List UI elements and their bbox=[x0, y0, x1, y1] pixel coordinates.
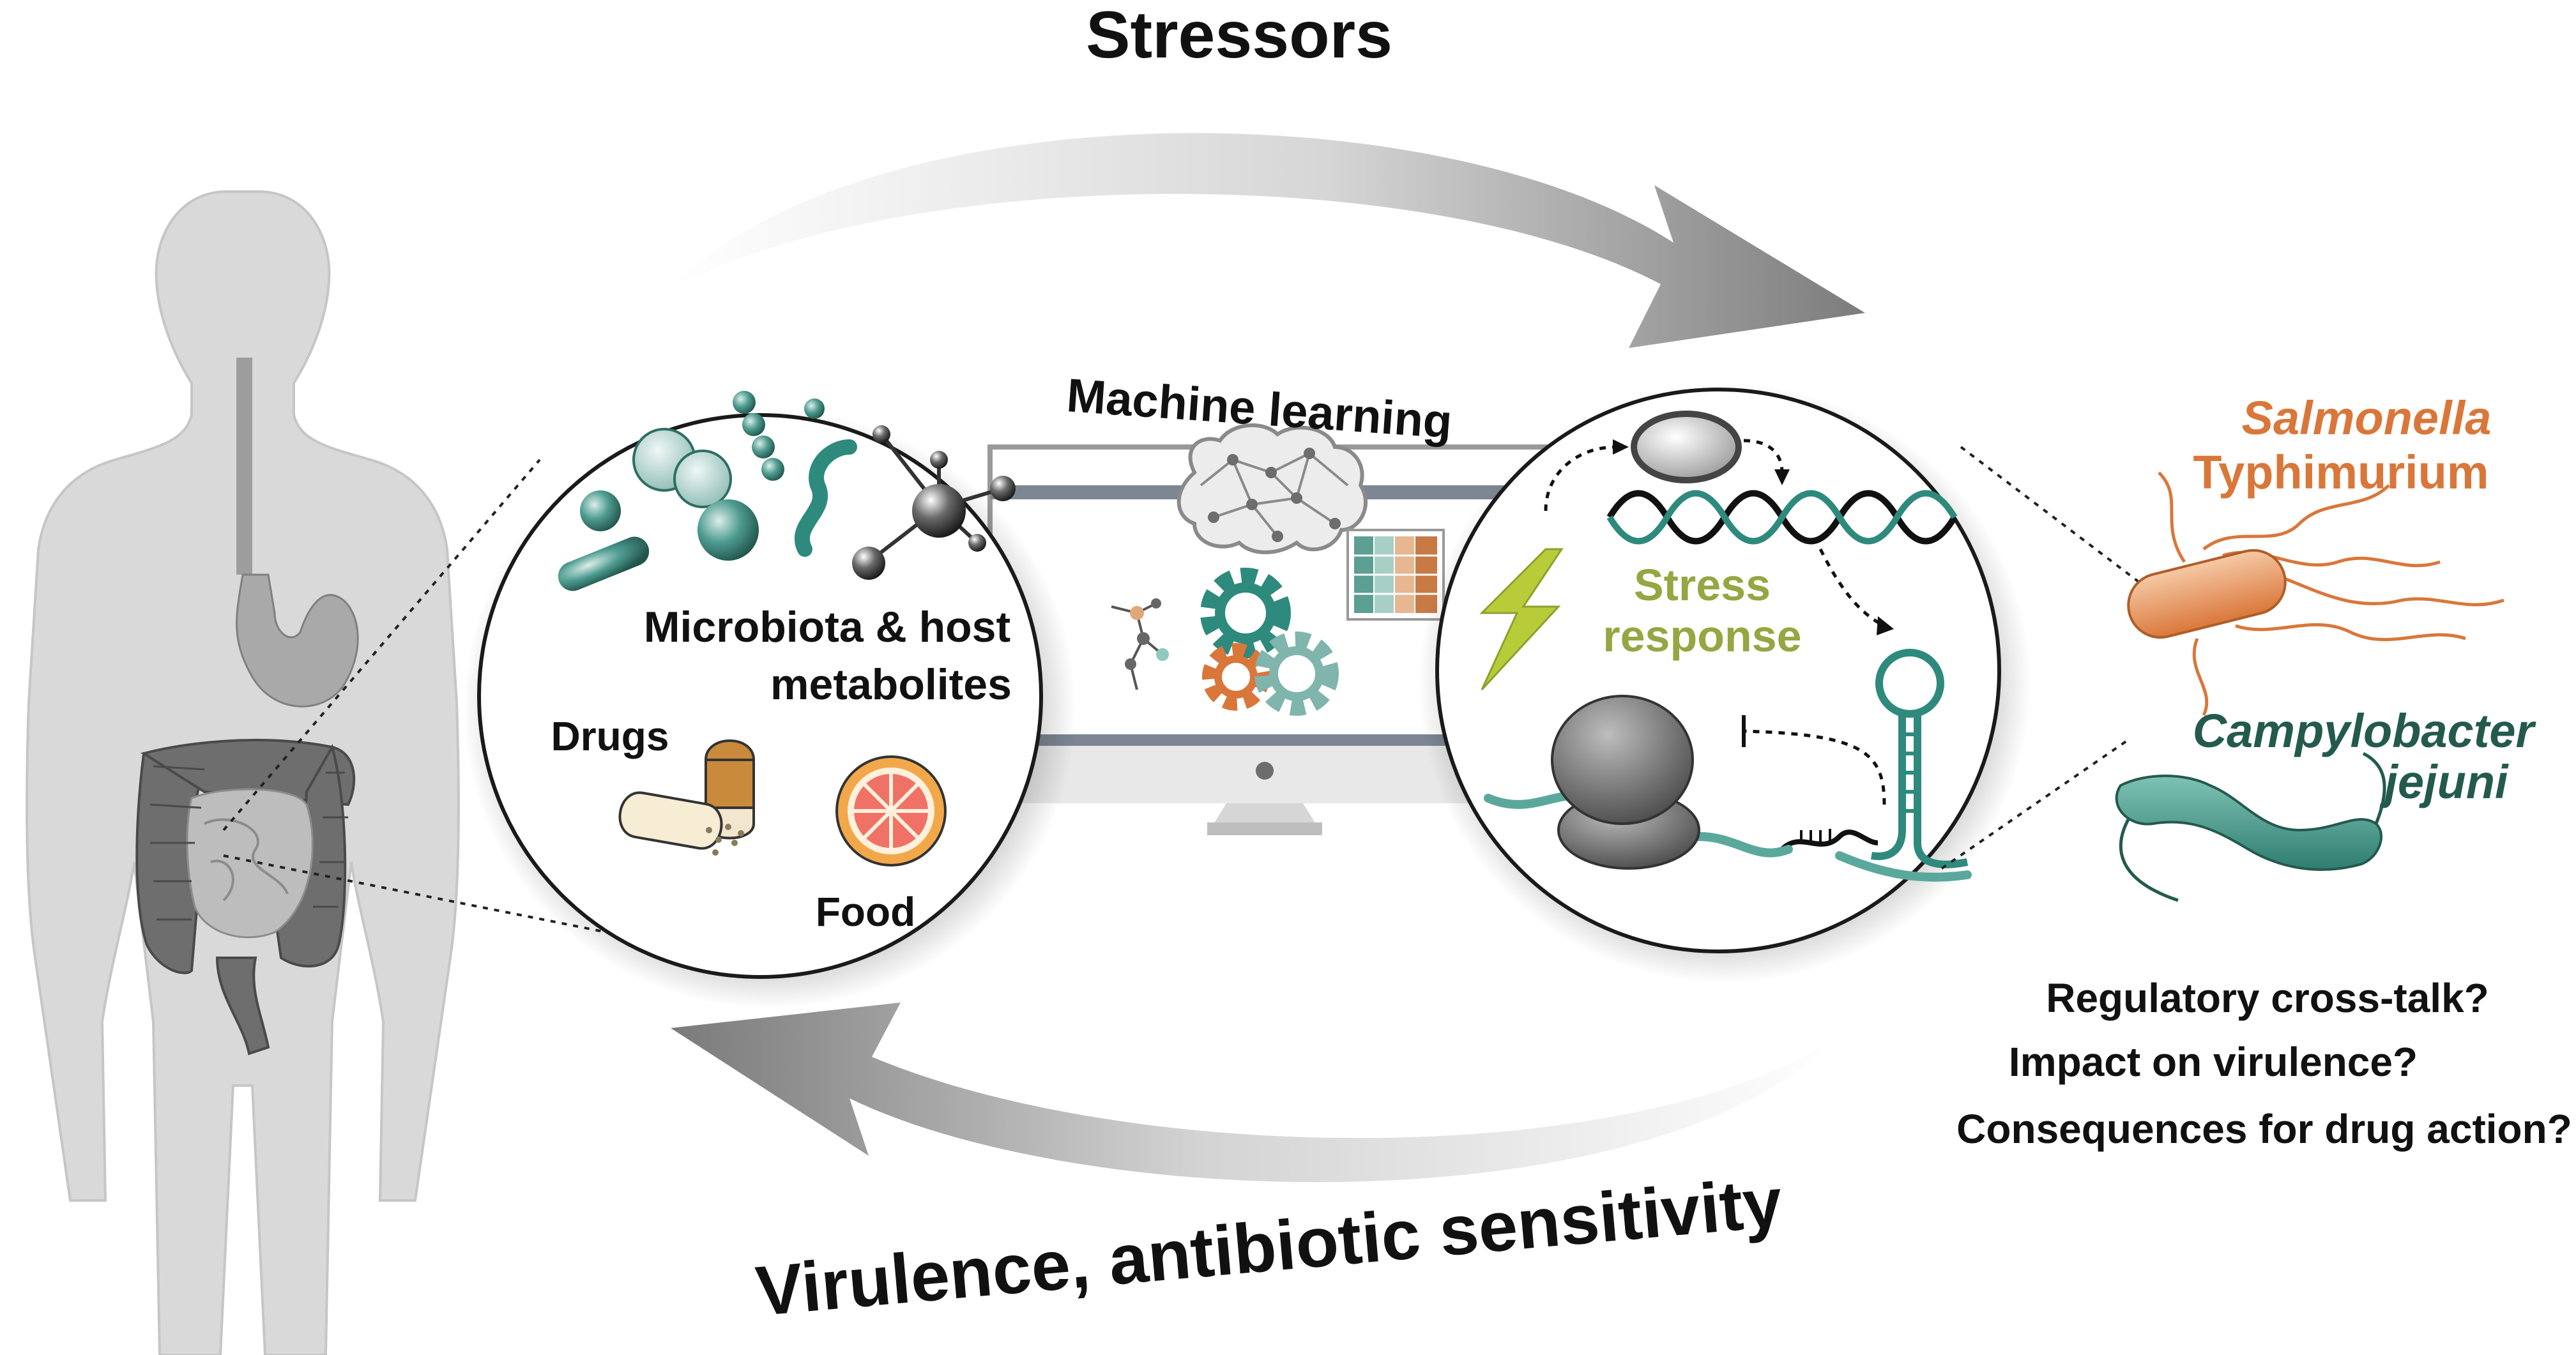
stomach-icon bbox=[236, 573, 359, 708]
stressors-arrow bbox=[667, 133, 1865, 348]
grapefruit-icon bbox=[835, 755, 947, 867]
pill-tablet-icon bbox=[618, 791, 744, 856]
ribosome-icon bbox=[1551, 695, 1700, 870]
connector-salmonella bbox=[1960, 446, 2147, 589]
stress-label-line2: response bbox=[1603, 611, 1801, 661]
campylobacter-bacterium-icon bbox=[2115, 752, 2386, 902]
microbiota-label-line1: Microbiota & host bbox=[644, 603, 1010, 651]
virulence-label: Virulence, antibiotic sensitivity bbox=[753, 1163, 1785, 1331]
inhibition-line bbox=[1743, 729, 1886, 805]
dna-helix-icon bbox=[1606, 490, 1958, 545]
connector-campylobacter bbox=[1940, 739, 2128, 870]
molecule-icon bbox=[852, 425, 1016, 580]
intestine-icon bbox=[135, 739, 356, 1056]
question-regulatory-crosstalk: Regulatory cross-talk? bbox=[2046, 975, 2489, 1021]
virulence-arrow bbox=[671, 1003, 1840, 1183]
salmonella-label-line1: Salmonella bbox=[2242, 391, 2492, 444]
lightning-bolt-icon bbox=[1479, 548, 1564, 691]
stress-label-line1: Stress bbox=[1634, 560, 1771, 610]
stressors-label: Stressors bbox=[1086, 0, 1392, 72]
salmonella-label-line2: Typhimurium bbox=[2193, 446, 2488, 499]
question-impact-virulence: Impact on virulence? bbox=[2009, 1039, 2418, 1085]
campylobacter-label-line2: jejuni bbox=[2379, 755, 2509, 808]
microbiota-icon bbox=[558, 391, 857, 591]
connector-line-upper bbox=[222, 458, 541, 831]
human-body-icon bbox=[26, 190, 460, 1355]
tree-network-icon bbox=[1111, 598, 1169, 690]
regulator-protein-icon bbox=[1631, 411, 1742, 483]
dashed-arrow-to-dna bbox=[1743, 439, 1784, 473]
dashed-arrow-to-protein bbox=[1544, 445, 1617, 511]
salmonella-bacterium-icon bbox=[2127, 471, 2504, 716]
gears-icon bbox=[1200, 568, 1339, 716]
question-drug-action: Consequences for drug action? bbox=[1956, 1106, 2572, 1152]
brain-network-icon bbox=[1177, 423, 1368, 554]
drugs-label: Drugs bbox=[551, 713, 669, 759]
food-label: Food bbox=[816, 889, 915, 935]
microbiota-label-line2: metabolites bbox=[770, 660, 1012, 709]
campylobacter-label-line1: Campylobacter bbox=[2193, 704, 2537, 757]
rna-hairpin-icon bbox=[1780, 649, 1969, 868]
dashed-arrow-to-rna bbox=[1818, 548, 1886, 628]
